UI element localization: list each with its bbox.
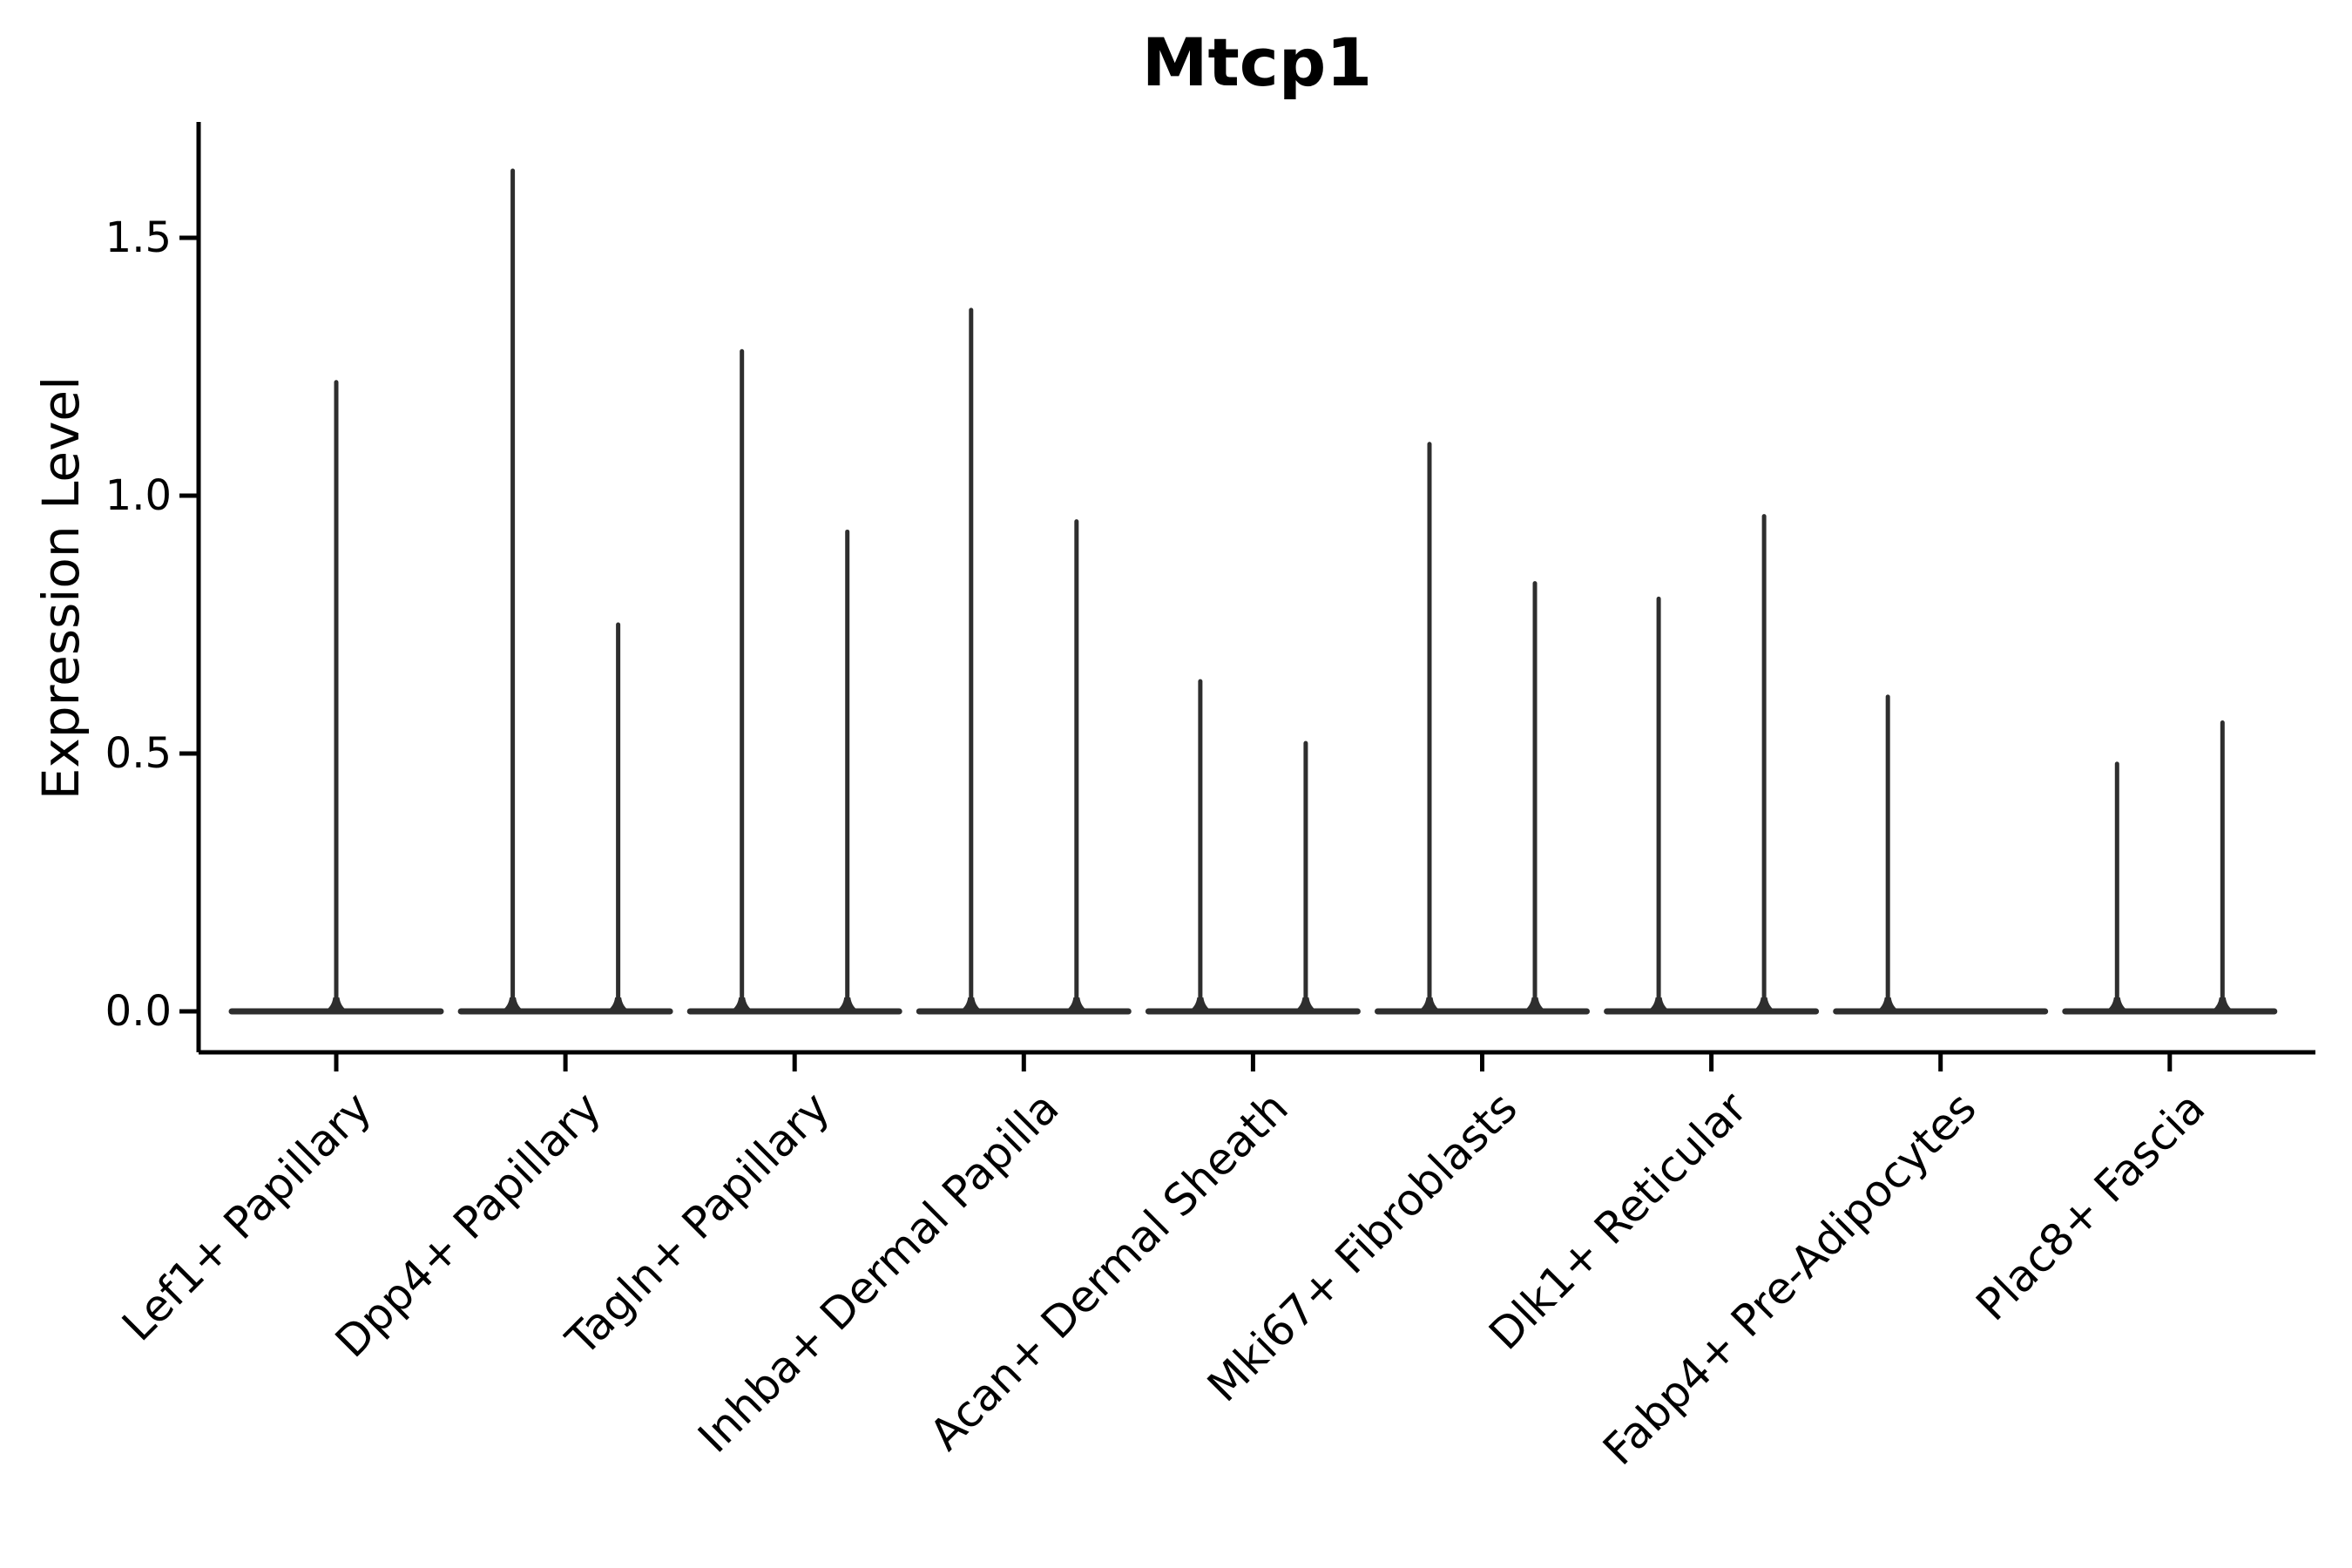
y-tick-label: 1.0 (105, 471, 172, 520)
y-tick-label: 0.5 (105, 729, 172, 778)
y-tick-label: 0.0 (105, 987, 172, 1036)
page-title: Mtcp1 (1141, 24, 1373, 101)
y-tick-label: 1.5 (105, 213, 172, 262)
